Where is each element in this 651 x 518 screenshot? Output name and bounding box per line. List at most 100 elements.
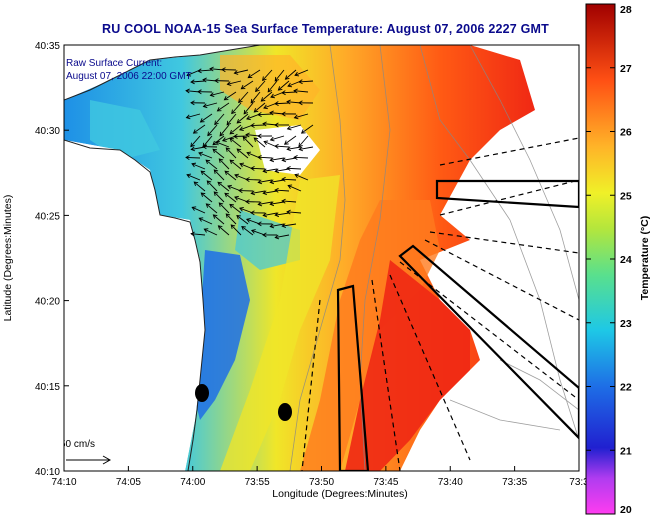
colorbar-tick-label: 28	[620, 4, 632, 16]
map-plot-area: 50 cm/s Raw Surface Current: August 07, …	[64, 45, 579, 471]
current-vector	[269, 157, 285, 163]
current-vector	[293, 113, 309, 120]
current-vector	[205, 159, 218, 170]
colorbar-tick-label: 20	[620, 504, 632, 516]
current-vector	[283, 135, 297, 145]
current-vector	[242, 136, 254, 148]
current-vector	[250, 229, 266, 236]
current-vector	[262, 232, 278, 238]
current-vector	[198, 151, 213, 159]
x-tick-label: 73:55	[245, 477, 270, 488]
current-vector	[257, 154, 273, 160]
current-vector	[286, 146, 302, 152]
colorbar-tick-label: 23	[620, 318, 632, 330]
current-vector	[236, 214, 249, 225]
current-vector	[262, 190, 278, 196]
current-vector	[238, 91, 249, 104]
current-vector	[298, 100, 314, 106]
current-vector	[214, 113, 225, 126]
current-vector	[257, 201, 273, 207]
x-tick-label: 74:10	[51, 477, 76, 488]
current-vector	[269, 201, 285, 207]
current-vector	[190, 135, 201, 148]
current-vector	[298, 146, 314, 152]
current-vector	[213, 169, 225, 181]
land-staten-island	[64, 45, 260, 100]
shipping-lane-boxes	[336, 179, 579, 471]
current-vector	[231, 102, 242, 115]
cold-water-patch	[90, 100, 160, 160]
current-vector	[207, 124, 218, 137]
current-vector	[274, 212, 290, 218]
colorbar-tick-label: 25	[620, 190, 632, 202]
current-vector	[185, 113, 201, 120]
current-vector	[250, 91, 261, 104]
x-axis-label: Longitude (Degrees:Minutes)	[272, 488, 407, 500]
current-vector	[200, 170, 213, 181]
current-vector	[240, 80, 254, 90]
current-vector	[212, 135, 225, 146]
map-title: RU COOL NOAA-15 Sea Surface Temperature:…	[102, 22, 549, 36]
current-vector	[281, 157, 297, 163]
current-vector	[262, 168, 278, 174]
x-tick-label: 73:3	[569, 477, 589, 488]
warm-water-region	[300, 200, 440, 471]
colorbar-ticks: 28 27 26 25 24 23 22 21 20	[586, 3, 632, 516]
current-vector	[281, 176, 297, 182]
current-vector	[293, 88, 309, 94]
current-vector	[198, 217, 213, 225]
current-vector	[245, 199, 261, 205]
current-vector	[260, 91, 273, 102]
current-vector	[281, 223, 297, 229]
current-vector	[274, 234, 290, 240]
current-vector	[245, 177, 261, 182]
current-vector	[262, 69, 273, 82]
colorbar-tick-label: 24	[620, 254, 632, 266]
current-vector	[216, 102, 230, 112]
current-vector	[277, 80, 290, 91]
current-vector	[229, 159, 242, 170]
colorbar-label: Temperature (°C)	[639, 216, 651, 301]
current-vector	[215, 140, 230, 148]
current-vector	[274, 69, 285, 82]
current-vector	[213, 191, 225, 203]
current-vector	[281, 111, 297, 117]
current-vector	[274, 168, 290, 174]
current-vector	[197, 89, 213, 95]
hot-water-region	[345, 260, 470, 471]
current-vector	[214, 78, 230, 84]
current-vector	[294, 69, 309, 77]
current-vector	[287, 184, 302, 192]
y-tick-label: 40:25	[35, 211, 60, 222]
current-vector	[223, 91, 237, 101]
current-vector	[274, 122, 290, 128]
x-tick-label: 73:35	[502, 477, 527, 488]
current-vector	[219, 124, 230, 137]
current-vector	[294, 173, 309, 181]
current-vector	[229, 137, 242, 148]
current-vector	[257, 133, 273, 139]
current-vector	[274, 187, 290, 193]
surface-current-vectors	[185, 66, 314, 240]
no-data-patch	[255, 125, 320, 175]
current-vector	[225, 213, 237, 225]
current-vector	[185, 155, 201, 161]
current-vector	[250, 190, 266, 196]
current-vector	[243, 102, 254, 115]
current-vector	[236, 113, 249, 124]
current-vector	[217, 225, 230, 236]
y-tick-label: 40:10	[35, 467, 60, 478]
current-vector	[191, 162, 206, 170]
current-vector	[247, 69, 261, 79]
annotation-line-2: August 07, 2006 22:00 GMT	[66, 71, 192, 82]
current-vector	[199, 113, 213, 123]
y-axis: 40:35 40:30 40:25 40:20 40:15 40:10	[35, 41, 69, 478]
current-vector	[224, 192, 237, 203]
current-vector	[229, 124, 242, 135]
cold-water-patch	[190, 250, 250, 420]
current-vector	[209, 91, 225, 98]
current-vector	[257, 221, 273, 227]
buoy-marker	[195, 384, 209, 402]
colorbar-tick-label: 21	[620, 445, 632, 457]
